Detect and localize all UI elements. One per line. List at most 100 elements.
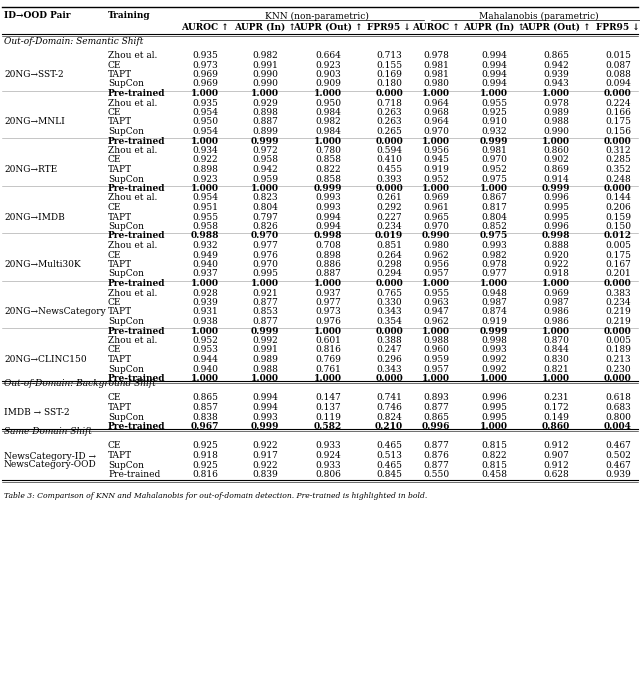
Text: 0.330: 0.330 [376, 298, 402, 307]
Text: 0.939: 0.939 [192, 298, 218, 307]
Text: 0.995: 0.995 [543, 203, 569, 212]
Text: CE: CE [108, 155, 122, 165]
Text: CE: CE [108, 108, 122, 117]
Text: 0.989: 0.989 [543, 108, 569, 117]
Text: 0.920: 0.920 [543, 251, 569, 259]
Text: 0.952: 0.952 [481, 165, 507, 174]
Text: Out-of-Domain: Background Shift: Out-of-Domain: Background Shift [4, 379, 156, 388]
Text: 0.845: 0.845 [376, 470, 402, 479]
Text: 0.261: 0.261 [376, 193, 402, 202]
Text: 0.000: 0.000 [604, 184, 632, 193]
Text: 0.285: 0.285 [605, 155, 631, 165]
Text: 1.000: 1.000 [314, 89, 342, 98]
Text: 0.467: 0.467 [605, 441, 631, 451]
Text: 0.996: 0.996 [481, 394, 507, 402]
Text: 0.087: 0.087 [605, 61, 631, 69]
Text: 0.956: 0.956 [423, 260, 449, 269]
Text: SupCon: SupCon [108, 174, 144, 183]
Text: 0.961: 0.961 [423, 203, 449, 212]
Text: 0.826: 0.826 [252, 222, 278, 231]
Text: AUROC ↑: AUROC ↑ [412, 22, 460, 31]
Text: 0.800: 0.800 [605, 413, 631, 422]
Text: 1.000: 1.000 [542, 136, 570, 146]
Text: 0.909: 0.909 [315, 80, 341, 89]
Text: 0.877: 0.877 [252, 298, 278, 307]
Text: 0.995: 0.995 [481, 413, 507, 422]
Text: 0.166: 0.166 [605, 108, 631, 117]
Text: 0.922: 0.922 [252, 441, 278, 451]
Text: 0.923: 0.923 [315, 61, 341, 69]
Text: 0.898: 0.898 [252, 108, 278, 117]
Text: 0.877: 0.877 [423, 403, 449, 412]
Text: 0.980: 0.980 [423, 241, 449, 250]
Text: 0.888: 0.888 [543, 241, 569, 250]
Text: 0.992: 0.992 [481, 364, 507, 373]
Text: 0.761: 0.761 [315, 364, 341, 373]
Text: 0.294: 0.294 [376, 270, 402, 279]
Text: 0.912: 0.912 [543, 441, 569, 451]
Text: 0.746: 0.746 [376, 403, 402, 412]
Text: 0.990: 0.990 [543, 127, 569, 136]
Text: AUROC ↑: AUROC ↑ [181, 22, 229, 31]
Text: 0.189: 0.189 [605, 345, 631, 355]
Text: 0.999: 0.999 [251, 136, 279, 146]
Text: 0.994: 0.994 [252, 403, 278, 412]
Text: NewsCategory-OOD: NewsCategory-OOD [4, 460, 97, 469]
Text: 0.940: 0.940 [192, 364, 218, 373]
Text: FPR95 ↓: FPR95 ↓ [367, 22, 411, 31]
Text: 0.995: 0.995 [252, 270, 278, 279]
Text: 0.981: 0.981 [423, 61, 449, 69]
Text: 0.467: 0.467 [605, 460, 631, 469]
Text: 0.942: 0.942 [543, 61, 569, 69]
Text: 0.956: 0.956 [423, 146, 449, 155]
Text: 0.000: 0.000 [375, 89, 403, 98]
Text: 0.995: 0.995 [543, 212, 569, 221]
Text: 20NG→RTE: 20NG→RTE [4, 165, 57, 174]
Text: 1.000: 1.000 [542, 326, 570, 336]
Text: 0.954: 0.954 [192, 193, 218, 202]
Text: 0.000: 0.000 [375, 279, 403, 288]
Text: 0.947: 0.947 [423, 308, 449, 317]
Text: KNN (non-parametric): KNN (non-parametric) [265, 12, 369, 20]
Text: 0.950: 0.950 [315, 99, 341, 108]
Text: AUPR (In) ↑: AUPR (In) ↑ [234, 22, 296, 31]
Text: 0.996: 0.996 [543, 193, 569, 202]
Text: 0.860: 0.860 [542, 422, 570, 431]
Text: 0.964: 0.964 [423, 118, 449, 127]
Text: 0.970: 0.970 [251, 232, 279, 240]
Text: 0.821: 0.821 [543, 364, 569, 373]
Text: 0.393: 0.393 [376, 174, 402, 183]
Text: Pre-trained: Pre-trained [108, 184, 166, 193]
Text: 0.769: 0.769 [315, 355, 341, 364]
Text: 0.874: 0.874 [481, 308, 507, 317]
Text: 0.999: 0.999 [251, 326, 279, 336]
Text: SupCon: SupCon [108, 413, 144, 422]
Text: 0.903: 0.903 [315, 70, 341, 79]
Text: 0.918: 0.918 [543, 270, 569, 279]
Text: 0.957: 0.957 [423, 364, 449, 373]
Text: 0.955: 0.955 [423, 289, 449, 298]
Text: 0.718: 0.718 [376, 99, 402, 108]
Text: 0.994: 0.994 [315, 222, 341, 231]
Text: 0.955: 0.955 [192, 212, 218, 221]
Text: 1.000: 1.000 [191, 374, 219, 383]
Text: 0.917: 0.917 [252, 451, 278, 460]
Text: 0.935: 0.935 [192, 99, 218, 108]
Text: 0.995: 0.995 [481, 403, 507, 412]
Text: 0.999: 0.999 [541, 184, 570, 193]
Text: 0.853: 0.853 [252, 308, 278, 317]
Text: 0.973: 0.973 [315, 308, 341, 317]
Text: 0.969: 0.969 [192, 70, 218, 79]
Text: 0.988: 0.988 [252, 364, 278, 373]
Text: 0.910: 0.910 [481, 118, 507, 127]
Text: 0.513: 0.513 [376, 451, 402, 460]
Text: 0.923: 0.923 [192, 174, 218, 183]
Text: 0.292: 0.292 [376, 203, 402, 212]
Text: 0.982: 0.982 [315, 118, 341, 127]
Text: Mahalanobis (parametric): Mahalanobis (parametric) [479, 12, 599, 20]
Text: 0.858: 0.858 [315, 174, 341, 183]
Text: 0.816: 0.816 [192, 470, 218, 479]
Text: 0.844: 0.844 [543, 345, 569, 355]
Text: Same Domain Shift: Same Domain Shift [4, 427, 92, 436]
Text: NewsCategory-ID →: NewsCategory-ID → [4, 452, 96, 461]
